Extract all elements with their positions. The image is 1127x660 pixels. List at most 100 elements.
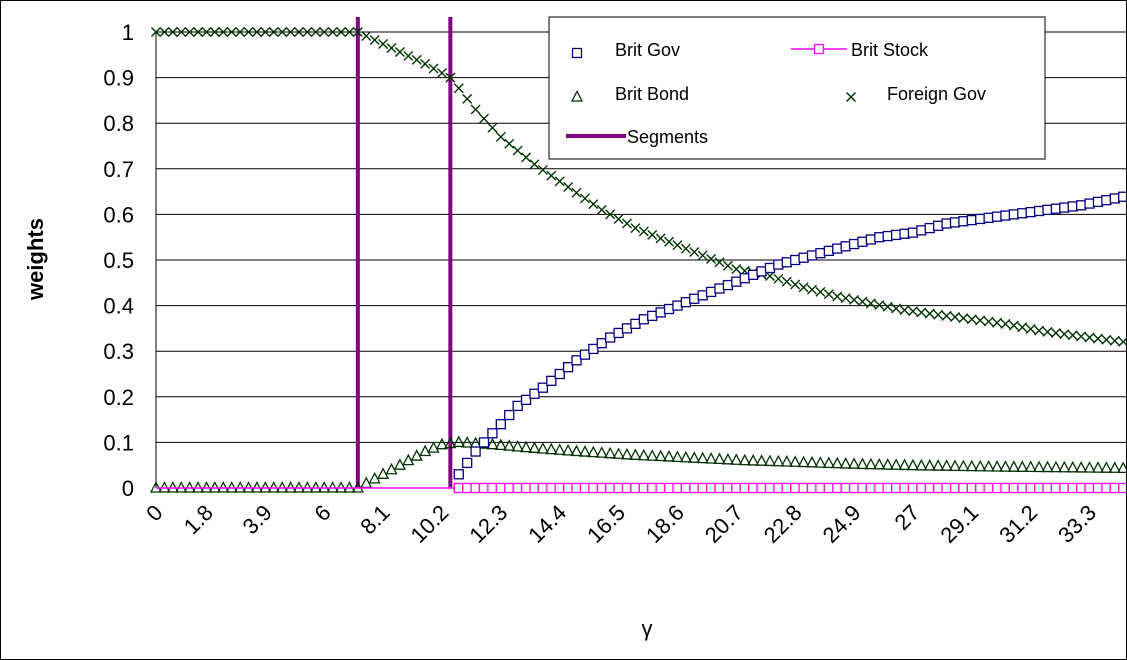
data-point <box>512 400 523 412</box>
data-point <box>722 260 733 271</box>
data-point <box>436 68 447 79</box>
data-point <box>1067 201 1078 212</box>
data-point <box>923 459 936 471</box>
data-point <box>1050 203 1062 214</box>
data-point <box>537 482 549 494</box>
data-point <box>907 482 919 494</box>
data-point <box>731 264 742 275</box>
data-point <box>285 27 296 37</box>
data-point <box>176 27 187 37</box>
data-point <box>957 459 970 472</box>
data-point <box>385 462 398 475</box>
data-point <box>958 482 969 494</box>
data-point <box>975 315 986 326</box>
data-point <box>327 27 338 37</box>
data-point <box>915 458 928 471</box>
data-point <box>790 254 801 266</box>
data-point <box>705 286 717 298</box>
data-point <box>689 482 700 494</box>
data-point <box>731 276 742 287</box>
data-point <box>965 459 978 472</box>
data-point <box>1000 210 1011 221</box>
data-point <box>1091 461 1105 473</box>
data-point <box>797 455 810 468</box>
data-point <box>1118 482 1126 494</box>
data-point <box>1101 334 1112 345</box>
data-point <box>378 38 389 49</box>
data-point <box>933 482 944 494</box>
data-point <box>823 289 834 300</box>
data-point <box>899 228 910 239</box>
data-point <box>815 482 826 494</box>
data-point <box>1042 326 1053 337</box>
data-point <box>630 318 641 329</box>
legend-label: Foreign Gov <box>887 84 986 104</box>
data-point <box>1100 461 1113 473</box>
data-point <box>941 482 952 494</box>
data-point <box>1092 196 1104 208</box>
data-point <box>982 459 995 472</box>
data-point <box>789 455 802 467</box>
data-point <box>1109 335 1120 346</box>
legend: Brit Gov Brit Stock Brit Bond Foreign Gov Se… <box>548 16 1046 160</box>
data-point <box>1117 461 1126 474</box>
data-point <box>393 458 406 470</box>
y-tick-label: 0.1 <box>103 430 134 455</box>
data-point <box>916 307 927 318</box>
data-point <box>1025 482 1036 494</box>
data-point <box>697 290 708 301</box>
data-point <box>444 436 457 449</box>
data-point <box>906 458 920 471</box>
data-point <box>638 482 649 494</box>
data-point <box>537 164 548 175</box>
data-point <box>462 457 473 469</box>
series-brit-stock <box>156 482 1126 494</box>
data-point <box>361 30 372 41</box>
data-point <box>773 259 784 270</box>
data-point <box>1109 193 1120 204</box>
data-point <box>983 482 994 494</box>
data-point <box>781 276 792 287</box>
data-point <box>596 338 607 349</box>
x-tick-labels: 0 1.8 3.9 6 8.1 10.2 12.3 14.4 16.5 18.6 20.7 22.8 2… <box>141 500 1101 548</box>
data-point <box>546 170 557 181</box>
legend-label: Brit Gov <box>615 40 680 60</box>
data-point <box>991 211 1003 222</box>
data-point <box>882 482 893 494</box>
data-point <box>310 27 321 37</box>
data-point <box>386 42 397 53</box>
data-point <box>435 437 449 450</box>
data-point <box>1000 318 1011 329</box>
data-point <box>605 209 616 220</box>
data-point <box>865 298 876 309</box>
y-tick-label: 0.2 <box>103 385 134 410</box>
data-point <box>916 482 927 494</box>
data-point <box>647 482 658 494</box>
data-point <box>621 218 632 229</box>
data-point <box>209 27 220 37</box>
data-point <box>1109 482 1120 494</box>
data-point <box>798 252 809 263</box>
data-point <box>924 482 935 494</box>
data-point <box>453 83 464 94</box>
data-point <box>554 176 565 187</box>
data-point <box>990 460 1004 472</box>
data-point <box>478 437 490 448</box>
data-point <box>747 269 759 280</box>
data-point <box>504 138 515 149</box>
data-point <box>688 451 701 463</box>
data-point <box>1059 482 1070 494</box>
data-point <box>881 458 894 470</box>
data-point <box>369 34 380 45</box>
data-point <box>1075 482 1087 494</box>
data-point <box>722 279 734 291</box>
data-point <box>410 449 423 461</box>
legend-item: Brit Bond <box>570 84 689 104</box>
data-point <box>966 314 977 325</box>
data-point <box>587 445 600 458</box>
data-point <box>402 453 415 466</box>
data-point <box>798 282 809 293</box>
series-layer <box>149 27 1126 494</box>
data-point <box>680 297 692 308</box>
